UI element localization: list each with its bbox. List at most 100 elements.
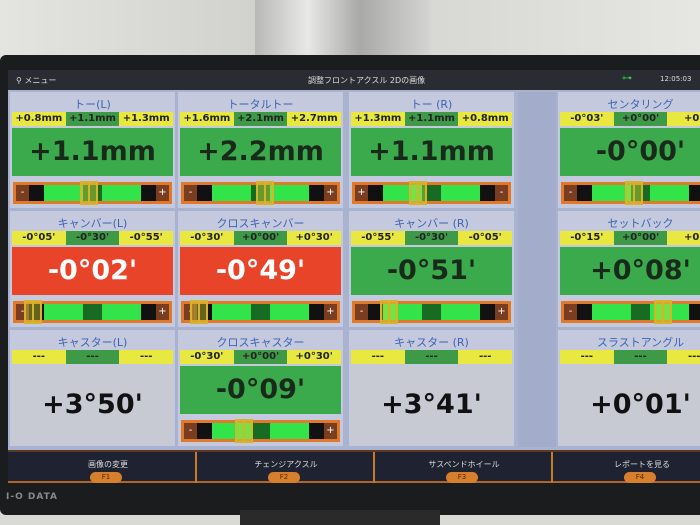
monitor-stand [240,510,440,525]
range-max: +2.7mm [287,112,342,126]
tolerance-range: +0.8mm +1.1mm +1.3mm [12,112,174,126]
slider-marker [408,181,427,205]
page-title: 調整フロントアクスル 2Dの画像 [308,76,426,85]
deviation-slider: - + [13,181,172,205]
measurement-panel[interactable]: キャンバー (R) -0°55' -0°30' -0°05' -0°51' - … [349,211,514,327]
range-min: -0°30' [180,350,234,364]
panel-title: センタリング [607,98,674,111]
range-max: +1.3mm [119,112,174,126]
panel-gap [518,92,556,447]
panel-title: クロスキャスター [216,336,305,349]
panel-title: セットバック [607,217,674,230]
tolerance-range: -0°55' -0°30' -0°05' [351,231,513,245]
range-max: --- [458,350,513,364]
range-nominal: +0°00' [613,231,668,245]
range-max: +0° [667,231,700,245]
deviation-slider: - + [352,300,511,324]
clock: 12:05:03 [660,75,692,83]
slider-marker [654,300,673,324]
measured-value: +3°50' [12,366,173,444]
function-label: レポートを見る [614,460,670,469]
measurement-panel[interactable]: クロスキャスター -0°30' +0°00' +0°30' -0°09' - + [178,330,343,446]
slider-right-sign: + [324,185,337,201]
measurement-panel[interactable]: セットバック -0°15' +0°00' +0° +0°08' - + [558,211,700,327]
deviation-slider: + - [352,181,511,205]
slider-left-sign: - [184,185,197,201]
measured-value: -0°00' [560,128,700,176]
measured-value: +2.2mm [180,128,341,176]
function-bar: 画像の変更 F1 チェンジアクスル F2 サスペンドホイール F3 レポートを見る F4 [8,450,700,483]
range-max: -0°55' [119,231,174,245]
range-nominal: +1.1mm [65,112,120,126]
panel-title: トー (R) [410,98,453,111]
measurement-panel[interactable]: トータルトー +1.6mm +2.1mm +2.7mm +2.2mm - + [178,92,343,208]
tolerance-range: -0°30' +0°00' +0°30' [180,350,342,364]
slider-marker [625,181,644,205]
function-button-f4[interactable]: レポートを見る F4 [552,452,700,483]
slider-right-sign: + [156,185,169,201]
measurement-panel[interactable]: キャスター(L) --- --- --- +3°50' [10,330,175,446]
slider-right-sign: + [156,304,169,320]
divider [551,452,553,483]
slider-right-sign: - [495,185,508,201]
range-nominal: +1.1mm [404,112,459,126]
range-max: --- [667,350,700,364]
measurement-panel[interactable]: トー (R) +1.3mm +1.1mm +0.8mm +1.1mm + - [349,92,514,208]
range-min: -0°30' [180,231,234,245]
menu-button[interactable]: ⚲ メニュー [16,75,56,86]
panel-title: キャンバー(L) [57,217,128,230]
range-min: -0°55' [351,231,405,245]
range-nominal: -0°30' [65,231,120,245]
function-button-f3[interactable]: サスペンドホイール F3 [374,452,554,483]
panel-title: トー(L) [74,98,111,111]
range-max: +0°30' [287,350,342,364]
measured-value: +1.1mm [12,128,173,176]
measured-value: -0°02' [12,247,173,295]
tolerance-range: -0°15' +0°00' +0° [560,231,700,245]
range-nominal: --- [404,350,459,364]
divider [373,452,375,483]
divider [195,452,197,483]
slider-left-sign: - [564,185,577,201]
measured-value: -0°49' [180,247,341,295]
measurement-panel[interactable]: スラストアングル --- --- --- +0°01' [558,330,700,446]
range-min: --- [12,350,66,364]
function-key: F2 [268,472,300,483]
function-key: F3 [446,472,478,483]
slider-left-sign: - [184,423,197,439]
range-min: +1.3mm [351,112,405,126]
measurement-panel[interactable]: センタリング -0°03' +0°00' +0° -0°00' - + [558,92,700,208]
range-nominal: +2.1mm [233,112,288,126]
function-button-f2[interactable]: チェンジアクスル F2 [196,452,376,483]
deviation-slider: - + [561,300,700,324]
function-button-f1[interactable]: 画像の変更 F1 [18,452,198,483]
range-min: --- [560,350,614,364]
range-max: +0°30' [287,231,342,245]
measured-value: -0°09' [180,366,341,414]
measurement-panel[interactable]: キャスター (R) --- --- --- +3°41' [349,330,514,446]
range-min: +0.8mm [12,112,66,126]
alignment-screen: ⚲ メニュー 調整フロントアクスル 2Dの画像 ⊶ 12:05:03 トー(L)… [8,70,700,483]
measurement-panel[interactable]: トー(L) +0.8mm +1.1mm +1.3mm +1.1mm - + [10,92,175,208]
function-label: チェンジアクスル [254,460,318,469]
slider-right-sign: + [324,304,337,320]
range-max: +0.8mm [458,112,513,126]
slider-marker [379,300,398,324]
tolerance-range: +1.3mm +1.1mm +0.8mm [351,112,513,126]
network-icon: ⊶ [622,73,632,84]
range-nominal: +0°00' [613,112,668,126]
tolerance-range: -0°03' +0°00' +0° [560,112,700,126]
panel-title: キャンバー (R) [394,217,469,230]
slider-left-sign: - [564,304,577,320]
tolerance-range: --- --- --- [12,350,174,364]
measurement-panel[interactable]: クロスキャンバー -0°30' +0°00' +0°30' -0°49' - + [178,211,343,327]
range-min: -0°03' [560,112,614,126]
menu-icon: ⚲ [16,76,25,85]
measurement-panel[interactable]: キャンバー(L) -0°05' -0°30' -0°55' -0°02' - + [10,211,175,327]
deviation-slider: - + [181,300,340,324]
panel-title: クロスキャンバー [216,217,305,230]
tolerance-range: --- --- --- [560,350,700,364]
range-min: --- [351,350,405,364]
monitor-brand-logo: I-O DATA [6,492,59,502]
deviation-slider: - + [181,181,340,205]
